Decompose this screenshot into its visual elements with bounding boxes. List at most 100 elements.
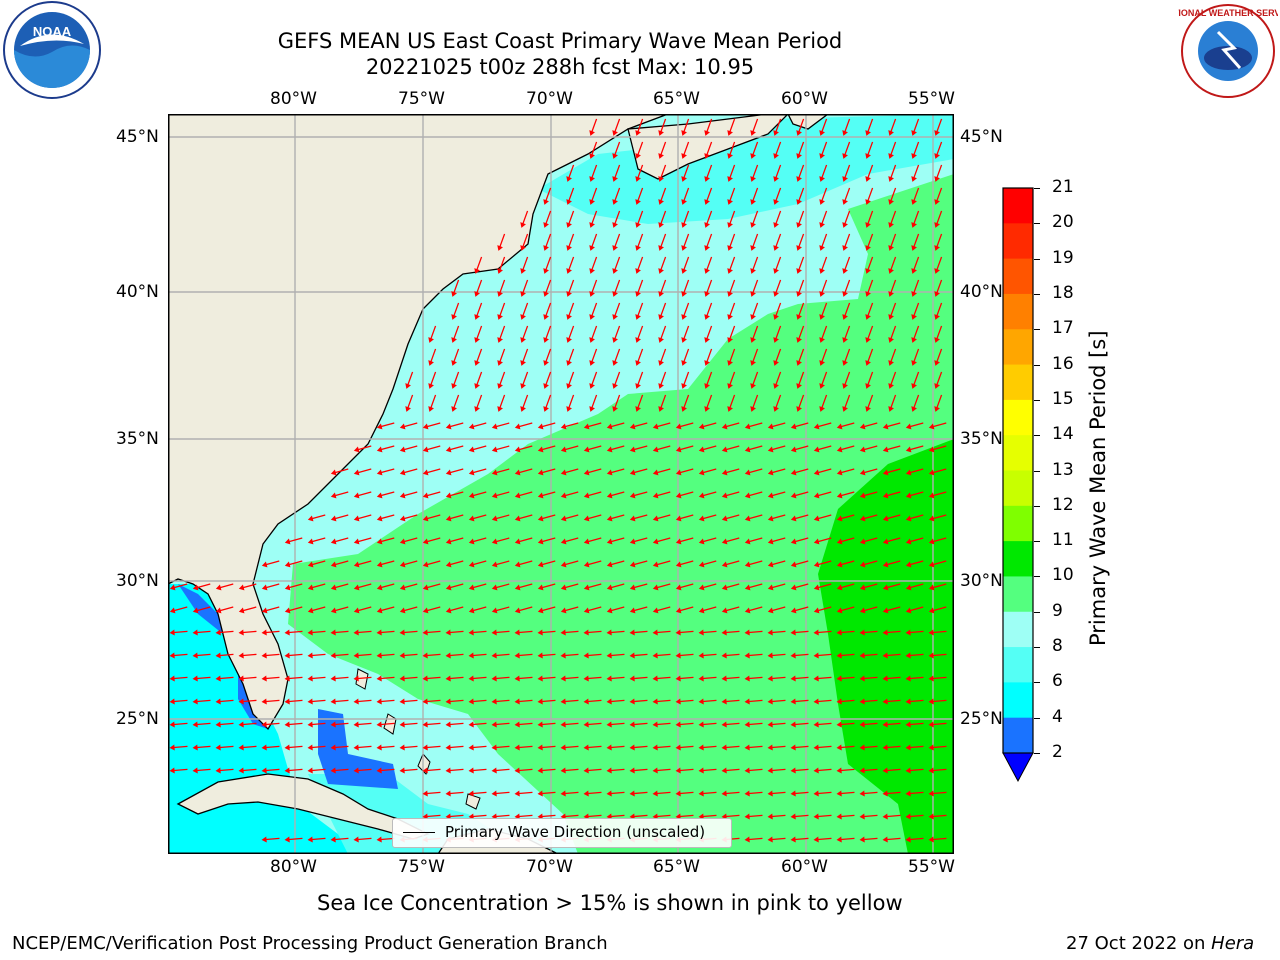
wave-arrow-head (658, 199, 664, 205)
wave-arrow (471, 814, 487, 818)
wave-arrow-head (934, 245, 940, 251)
wave-arrow-head (727, 268, 733, 274)
wave-arrow (494, 606, 510, 612)
wave-arrow-head (790, 836, 796, 843)
wave-arrow (498, 371, 506, 387)
wave-arrow (425, 630, 441, 634)
wave-arrow (770, 699, 786, 703)
wave-arrow (655, 514, 671, 520)
wave-arrow (931, 560, 947, 566)
wave-arrow-head (629, 675, 635, 682)
wave-arrow-head (905, 721, 911, 728)
wave-arrow-head (215, 607, 222, 614)
wave-arrow-head (865, 291, 871, 297)
wave-arrow-head (330, 744, 336, 751)
wave-arrow (793, 491, 809, 497)
wave-arrow-head (451, 360, 457, 366)
wave-arrow-head (192, 721, 198, 728)
wave-arrow (705, 233, 713, 249)
wave-arrow-head (888, 268, 894, 274)
wave-arrow-head (934, 337, 940, 343)
wave-arrow (590, 325, 598, 341)
wave-arrow-head (882, 836, 888, 843)
wave-arrow-head (704, 268, 710, 274)
wave-arrow-head (537, 721, 543, 728)
wave-arrow-head (888, 406, 894, 412)
wave-arrow-head (514, 675, 520, 682)
wave-arrow-head (192, 607, 199, 614)
wave-arrow-head (934, 314, 940, 320)
wave-arrow (471, 514, 487, 520)
wave-arrow-head (583, 538, 590, 545)
wave-arrow (912, 394, 920, 410)
wave-arrow-head (744, 561, 751, 568)
wave-arrow (839, 630, 855, 634)
wave-arrow (609, 468, 625, 474)
wave-arrow-head (376, 629, 382, 636)
colorbar-tick-mark (1034, 258, 1040, 260)
wave-arrow (471, 422, 487, 428)
wave-arrow (590, 348, 598, 364)
wave-arrow-head (635, 406, 641, 412)
wave-arrow-head (353, 515, 360, 522)
wave-arrow (609, 745, 625, 749)
wave-arrow-head (911, 245, 917, 251)
wave-arrow-head (468, 675, 474, 682)
wave-arrow-head (859, 629, 865, 636)
wave-arrow-head (675, 721, 681, 728)
wave-arrow-head (865, 406, 871, 412)
wave-arrow-head (819, 406, 825, 412)
wave-arrow-head (681, 268, 687, 274)
wave-arrow-head (773, 245, 779, 251)
wave-arrow (475, 371, 483, 387)
wave-arrow (701, 606, 717, 612)
wave-arrow-head (882, 813, 888, 820)
wave-arrow-head (589, 130, 595, 136)
wave-arrow (517, 722, 533, 726)
wave-arrow-head (612, 268, 618, 274)
wave-arrow-head (928, 515, 935, 522)
wave-arrow-head (422, 538, 429, 545)
wave-arrow-head (629, 538, 636, 545)
wave-arrow-head (727, 383, 733, 389)
wave-arrow (931, 722, 947, 726)
wave-arrow-head (773, 360, 779, 366)
wave-arrow (429, 348, 437, 364)
wave-arrow-head (727, 406, 733, 412)
wave-arrow-head (681, 176, 687, 182)
wave-arrow (724, 560, 740, 566)
wave-arrow (563, 514, 579, 520)
wave-arrow (728, 164, 736, 180)
wave-arrow (912, 256, 920, 272)
wave-arrow-head (652, 790, 658, 797)
wave-arrow (636, 118, 644, 134)
wave-arrow-head (905, 492, 912, 499)
wave-arrow-head (261, 767, 267, 774)
wave-arrow (609, 653, 625, 657)
wave-arrow-head (399, 538, 406, 545)
wave-arrow (586, 814, 602, 818)
wave-arrow-head (497, 291, 503, 297)
wave-arrow-head (353, 721, 359, 728)
wave-arrow (402, 445, 418, 451)
wave-arrow (682, 233, 690, 249)
wave-arrow (471, 722, 487, 726)
wave-arrow (889, 256, 897, 272)
wave-arrow (701, 422, 717, 428)
wave-arrow-head (744, 584, 751, 591)
lat-tick-right-30n: 30°N (960, 571, 1003, 591)
wave-arrow (747, 445, 763, 451)
wave-arrow (751, 325, 759, 341)
colorbar-swatch (1003, 611, 1033, 648)
wave-arrow-head (928, 813, 934, 820)
wave-arrow-head (422, 469, 429, 476)
wave-arrow-head (888, 222, 894, 228)
wave-arrow-head (842, 360, 848, 366)
wave-arrow-head (629, 790, 635, 797)
wave-arrow (310, 837, 326, 841)
wave-arrow (728, 394, 736, 410)
wave-arrow (452, 302, 460, 318)
wave-arrow-head (698, 652, 704, 659)
wave-arrow (816, 560, 832, 566)
wave-arrow-head (934, 360, 940, 366)
